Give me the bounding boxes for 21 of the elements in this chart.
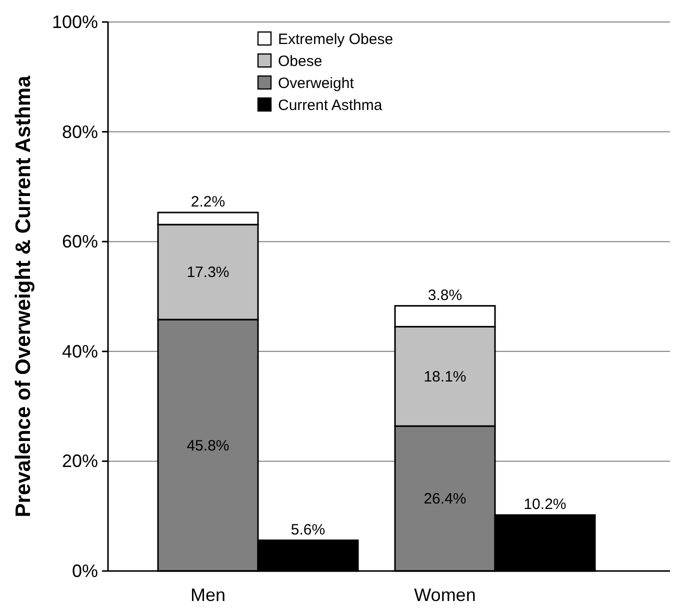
legend-label: Overweight [278,75,355,92]
data-label: 10.2% [524,496,566,513]
x-tick-label: Women [414,585,476,605]
x-tick-label: Men [190,585,226,605]
data-label: 18.1% [424,368,466,386]
legend-label: Current Asthma [278,97,383,114]
y-tick-label: 80% [62,122,98,142]
data-label: 17.3% [186,264,230,282]
data-label: 2.2% [190,194,226,211]
data-label: 45.8% [186,437,230,454]
y-tick-label: 20% [62,451,98,472]
y-tick-label: 40% [62,341,98,362]
y-tick-label: 0% [72,561,98,581]
y-tick-label: 60% [62,232,98,252]
data-label: 26.4% [424,490,466,508]
legend-label: Extremely Obese [278,31,394,48]
legend-label: Obese [278,53,322,70]
y-axis-title: Prevalence of Overweight & Current Asthma [12,75,35,518]
y-tick-label: 100% [52,12,98,32]
data-label: 3.8% [428,286,462,304]
data-label: 5.6% [290,521,326,538]
